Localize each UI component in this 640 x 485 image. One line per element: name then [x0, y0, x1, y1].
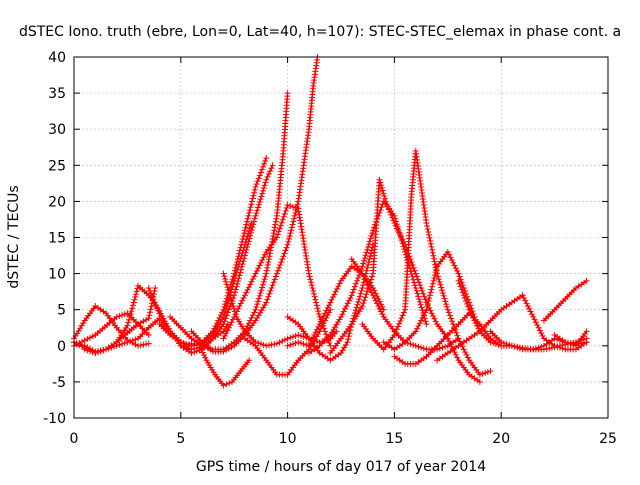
x-tick-label: 20: [492, 431, 510, 447]
series-line: [180, 164, 274, 351]
x-axis-label: GPS time / hours of day 017 of year 2014: [196, 459, 486, 475]
y-tick-label: 15: [48, 231, 66, 247]
y-tick-label: 30: [48, 122, 66, 138]
y-tick-label: -10: [43, 411, 66, 427]
series-line: [436, 294, 524, 361]
series-27: [540, 277, 590, 324]
y-axis-label: dSTEC / TECUs: [6, 185, 22, 288]
series-10: [194, 339, 253, 389]
grid-lines: [74, 57, 608, 418]
y-tick-label: 35: [48, 86, 66, 102]
chart-title: dSTEC Iono. truth (ebre, Lon=0, Lat=40, …: [19, 24, 621, 40]
series-layer: [71, 54, 590, 389]
y-tick-label: 40: [48, 50, 66, 66]
y-tick-label: 0: [57, 339, 66, 355]
y-tick-label: -5: [52, 375, 66, 391]
series-17: [327, 176, 483, 385]
series-4: [81, 315, 231, 357]
series-12: [220, 202, 334, 349]
y-tick-label: 5: [57, 303, 66, 319]
x-tick-label: 25: [599, 431, 617, 447]
y-tick-label: 20: [48, 194, 66, 210]
series-15: [284, 263, 387, 349]
y-tick-label: 10: [48, 267, 66, 283]
x-tick-label: 0: [70, 431, 79, 447]
series-21: [391, 310, 505, 367]
axis-ticks: 0 5 10 15 20 25 -10 -5 0 5 10 15 20 25 30 35 40: [43, 50, 617, 447]
x-tick-label: 5: [176, 431, 185, 447]
y-tick-label: 25: [48, 158, 66, 174]
series-9: [188, 54, 321, 355]
series-22: [434, 292, 526, 364]
x-tick-label: 10: [279, 431, 297, 447]
plot-frame: [73, 56, 609, 419]
series-28: [551, 331, 590, 348]
series-19: [359, 147, 494, 378]
series-14: [284, 241, 377, 364]
x-tick-label: 15: [385, 431, 403, 447]
series-18: [348, 256, 462, 353]
series-23: [455, 277, 537, 353]
